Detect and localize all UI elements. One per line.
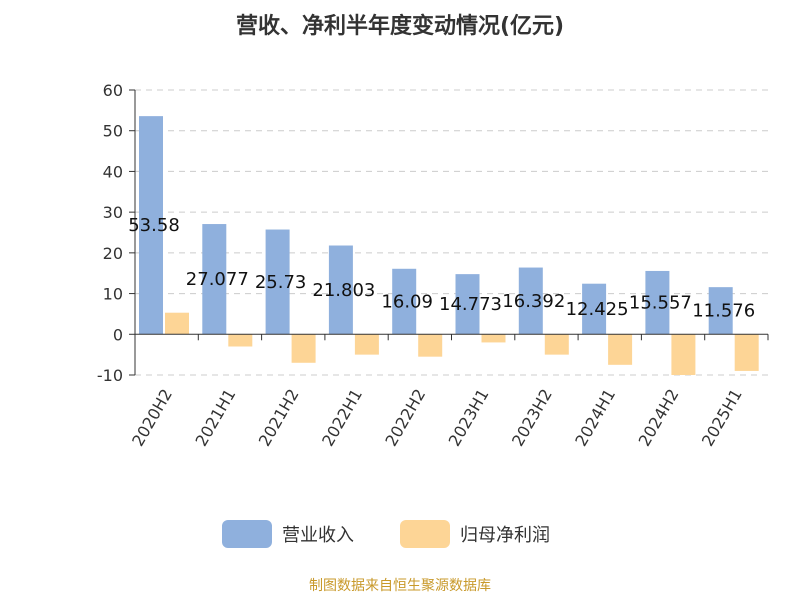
revenue-bar[interactable] <box>328 245 353 335</box>
revenue-data-label: 15.557 <box>629 293 692 314</box>
revenue-data-label: 27.077 <box>186 269 249 290</box>
grid <box>135 89 768 376</box>
legend-revenue-label[interactable]: 营业收入 <box>282 525 354 546</box>
legend-revenue-swatch[interactable] <box>222 520 272 548</box>
revenue-bar[interactable] <box>518 267 543 335</box>
x-tick-label: 2025H1 <box>698 386 746 450</box>
x-tick-label: 2022H1 <box>318 386 366 450</box>
x-tick-label: 2024H1 <box>571 386 619 450</box>
source-note: 制图数据来自恒生聚源数据库 <box>309 578 491 594</box>
y-tick-label: 30 <box>103 203 123 222</box>
legend-net-profit-swatch[interactable] <box>400 520 450 548</box>
bars <box>139 116 759 375</box>
y-tick-label: -10 <box>97 366 123 385</box>
y-tick-label: 60 <box>103 81 123 100</box>
revenue-data-label: 14.773 <box>439 294 502 315</box>
y-tick-label: 10 <box>103 285 123 304</box>
net-profit-bar[interactable] <box>165 312 189 335</box>
y-tick-label: 20 <box>103 244 123 263</box>
net-profit-bar[interactable] <box>671 334 696 375</box>
revenue-bar[interactable] <box>139 116 163 335</box>
x-tick-label: 2020H2 <box>128 386 176 450</box>
y-tick-label: 0 <box>113 325 123 344</box>
net-profit-bar[interactable] <box>354 334 379 355</box>
legend-net-profit-label[interactable]: 归母净利润 <box>460 525 550 546</box>
revenue-bar[interactable] <box>265 229 290 335</box>
revenue-data-label: 25.73 <box>255 272 307 293</box>
y-tick-label: 50 <box>103 122 123 141</box>
x-tick-label: 2023H2 <box>508 386 556 450</box>
legend[interactable]: 营业收入 归母净利润 <box>222 520 550 548</box>
revenue-bar[interactable] <box>582 283 607 335</box>
net-profit-bar[interactable] <box>418 334 443 357</box>
revenue-data-label: 53.58 <box>128 215 180 236</box>
net-profit-bar[interactable] <box>608 334 633 365</box>
x-tick-label: 2022H2 <box>381 386 429 450</box>
revenue-data-label: 21.803 <box>312 280 375 301</box>
x-tick-label: 2021H2 <box>255 386 303 450</box>
net-profit-bar[interactable] <box>291 334 316 363</box>
revenue-data-label: 11.576 <box>692 301 755 322</box>
y-axis: 60 50 40 30 20 10 0 -10 <box>97 81 136 385</box>
revenue-bar[interactable] <box>455 274 480 335</box>
revenue-bar[interactable] <box>392 268 417 335</box>
net-profit-bar[interactable] <box>734 334 759 371</box>
y-tick-label: 40 <box>103 162 123 181</box>
x-tick-label: 2023H1 <box>445 386 493 450</box>
revenue-bar[interactable] <box>202 224 227 335</box>
revenue-bar[interactable] <box>708 287 733 335</box>
net-profit-bar[interactable] <box>544 334 569 355</box>
chart-title: 营收、净利半年度变动情况(亿元) <box>236 13 564 39</box>
revenue-bar[interactable] <box>645 270 670 335</box>
revenue-data-label: 12.425 <box>566 299 629 320</box>
revenue-data-label: 16.392 <box>502 291 565 312</box>
net-profit-bar[interactable] <box>481 334 506 343</box>
revenue-data-label: 16.09 <box>381 292 433 313</box>
net-profit-bar[interactable] <box>228 334 253 347</box>
x-tick-label: 2021H1 <box>191 386 239 450</box>
x-tick-label: 2024H2 <box>635 386 683 450</box>
